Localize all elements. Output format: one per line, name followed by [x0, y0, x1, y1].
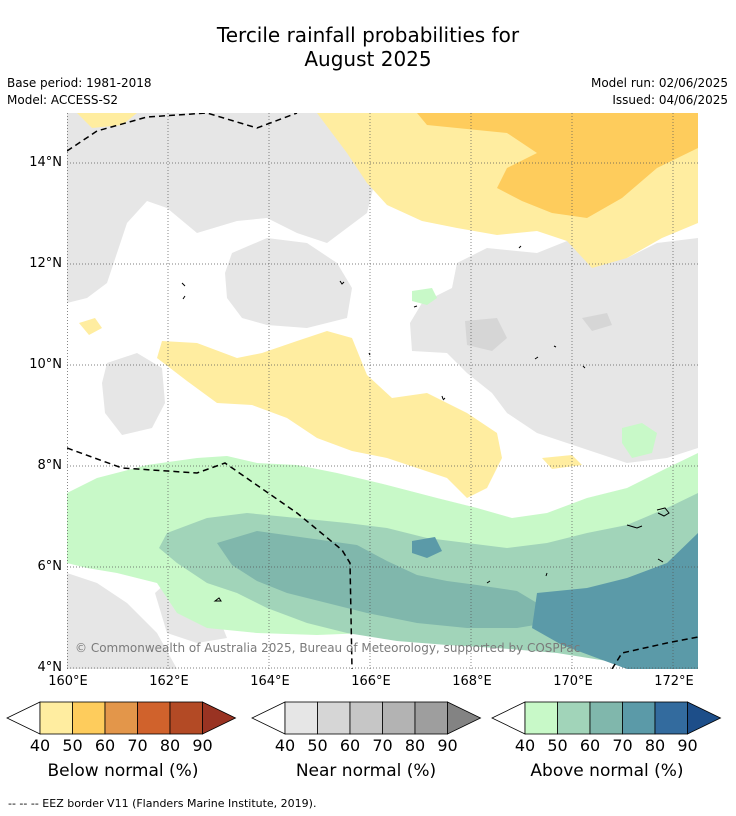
colorbar-near: [251, 701, 482, 735]
below-normal-patch-west: [79, 318, 102, 335]
below-colorbar-segment: [104, 701, 138, 735]
map-panel: [67, 113, 698, 669]
colorbar-legends: [6, 701, 722, 735]
below-colorbar-tick: 90: [192, 736, 213, 755]
below-colorbar-tick: 70: [127, 736, 148, 755]
above-colorbar-tick: 60: [579, 736, 601, 755]
near-normal-region-central-left: [225, 238, 352, 328]
near-colorbar-segment: [414, 701, 448, 735]
below-colorbar-tick: 80: [159, 736, 181, 755]
near-colorbar-tick: 70: [372, 736, 393, 755]
x-tick-168E: 168°E: [452, 674, 492, 689]
above-colorbar-segment: [589, 701, 623, 735]
below-colorbar-segment: [39, 701, 73, 735]
below-normal-region-central: [157, 331, 502, 498]
near-colorbar-tick: 50: [307, 736, 328, 755]
above-normal-patch-1: [412, 537, 442, 558]
above-colorbar-segment: [557, 701, 591, 735]
below-colorbar-segment: [169, 701, 203, 735]
near-colorbar-min-extension: [251, 701, 286, 735]
x-tick-166E: 166°E: [351, 674, 391, 689]
above-normal-patch-north: [412, 288, 437, 305]
below-colorbar-tick: 50: [62, 736, 83, 755]
near-normal-region-southwest: [67, 573, 177, 669]
near-normal-region-west: [102, 353, 165, 435]
above-colorbar-segment: [524, 701, 558, 735]
near-normal-label: Near normal (%): [295, 761, 437, 781]
below-normal-label: Below normal (%): [47, 761, 199, 781]
eez-footnote: -- -- -- EEZ border V11 (Flanders Marine…: [8, 797, 317, 810]
near-normal-patch-1: [465, 318, 507, 351]
island-outlines: [181, 245, 670, 602]
issued-date: Issued: 04/06/2025: [612, 93, 728, 107]
below-colorbar-tick: 60: [94, 736, 116, 755]
near-colorbar-tick: 90: [437, 736, 458, 755]
colorbar-below: [6, 701, 237, 735]
x-tick-160E: 160°E: [48, 674, 88, 689]
above-colorbar-min-extension: [491, 701, 526, 735]
near-normal-region-north: [67, 113, 377, 303]
title-line-2: August 2025: [304, 47, 432, 71]
above-colorbar-segment: [622, 701, 656, 735]
y-tick-8N: 8°N: [37, 458, 63, 473]
near-colorbar-segment: [349, 701, 383, 735]
below-colorbar-max-extension: [202, 701, 237, 735]
y-tick-4N: 4°N: [37, 660, 63, 675]
above-colorbar-tick: 70: [612, 736, 633, 755]
below-colorbar-segment: [72, 701, 106, 735]
y-tick-12N: 12°N: [29, 256, 62, 271]
y-tick-6N: 6°N: [37, 559, 63, 574]
above-normal-region-strongest: [532, 533, 698, 669]
below-colorbar-tick: 40: [29, 736, 51, 755]
title-line-1: Tercile rainfall probabilities for: [216, 23, 520, 47]
near-colorbar-segment: [317, 701, 351, 735]
copyright-notice: © Commonwealth of Australia 2025, Bureau…: [75, 641, 581, 655]
above-colorbar-max-extension: [687, 701, 722, 735]
near-colorbar-tick: 60: [339, 736, 361, 755]
x-tick-162E: 162°E: [149, 674, 189, 689]
near-normal-region-east: [410, 233, 698, 463]
near-colorbar-tick: 80: [404, 736, 426, 755]
near-colorbar-tick: 40: [274, 736, 296, 755]
near-normal-patch-2: [582, 313, 612, 331]
above-normal-label: Above normal (%): [530, 761, 684, 781]
base-period: Base period: 1981-2018: [7, 76, 152, 90]
above-colorbar-segment: [654, 701, 688, 735]
above-normal-patch-east: [622, 423, 657, 458]
above-colorbar-tick: 90: [677, 736, 698, 755]
below-colorbar-min-extension: [6, 701, 41, 735]
model-run: Model run: 02/06/2025: [590, 76, 728, 90]
eez-border: [67, 113, 698, 669]
y-tick-14N: 14°N: [29, 155, 62, 170]
near-colorbar-segment: [284, 701, 318, 735]
y-tick-10N: 10°N: [29, 357, 62, 372]
x-tick-170E: 170°E: [553, 674, 593, 689]
near-colorbar-max-extension: [447, 701, 482, 735]
x-tick-164E: 164°E: [250, 674, 290, 689]
below-normal-region-northeast-strong: [417, 113, 698, 218]
above-colorbar-tick: 50: [547, 736, 568, 755]
above-normal-region-strong: [217, 531, 547, 628]
above-colorbar-tick: 40: [514, 736, 536, 755]
below-colorbar-segment: [137, 701, 171, 735]
colorbar-above: [491, 701, 722, 735]
probability-map: [67, 113, 698, 669]
above-colorbar-tick: 80: [644, 736, 666, 755]
model-name: Model: ACCESS-S2: [7, 93, 119, 107]
near-colorbar-segment: [382, 701, 416, 735]
grid-lines: [67, 113, 698, 669]
x-tick-172E: 172°E: [654, 674, 694, 689]
